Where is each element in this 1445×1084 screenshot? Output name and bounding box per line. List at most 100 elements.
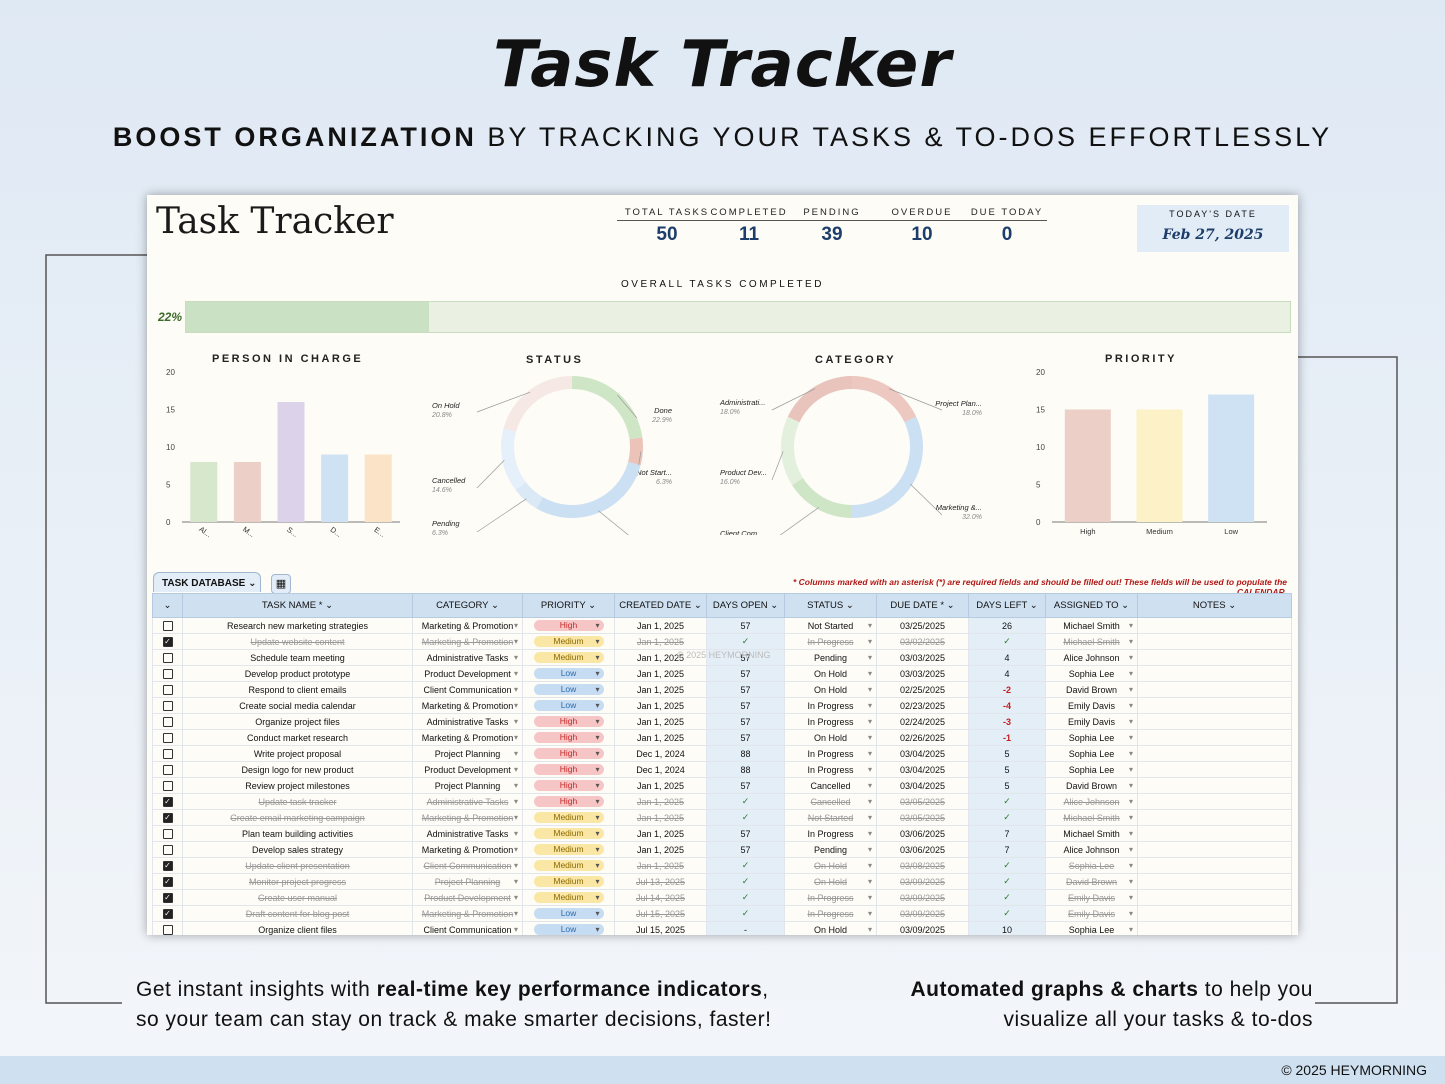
- priority-pill[interactable]: Medium: [533, 636, 604, 647]
- assigned-to-cell[interactable]: Michael Smith: [1045, 809, 1138, 826]
- column-header[interactable]: ASSIGNED TO ⌄: [1045, 593, 1138, 618]
- priority-cell[interactable]: High: [522, 761, 615, 778]
- priority-cell[interactable]: Low: [522, 921, 615, 935]
- task-name-cell[interactable]: Organize client files: [182, 921, 413, 935]
- priority-pill[interactable]: High: [533, 620, 604, 631]
- due-date-cell[interactable]: 03/03/2025: [876, 649, 969, 666]
- priority-pill[interactable]: Medium: [533, 892, 604, 903]
- priority-cell[interactable]: Low: [522, 681, 615, 698]
- due-date-cell[interactable]: 03/08/2025: [876, 857, 969, 874]
- due-date-cell[interactable]: 03/09/2025: [876, 921, 969, 935]
- assigned-to-cell[interactable]: Michael Smith: [1045, 633, 1138, 650]
- category-cell[interactable]: Project Planning: [412, 873, 523, 890]
- category-cell[interactable]: Marketing & Promotion: [412, 809, 523, 826]
- task-checkbox[interactable]: [162, 700, 173, 711]
- checkbox-cell[interactable]: [152, 745, 183, 762]
- created-date-cell[interactable]: Jan 1, 2025: [614, 825, 707, 842]
- notes-cell[interactable]: [1137, 617, 1292, 634]
- assigned-to-cell[interactable]: Emily Davis: [1045, 905, 1138, 922]
- priority-cell[interactable]: High: [522, 777, 615, 794]
- task-name-cell[interactable]: Organize project files: [182, 713, 413, 730]
- task-name-cell[interactable]: Conduct market research: [182, 729, 413, 746]
- status-cell[interactable]: In Progress: [784, 825, 877, 842]
- category-cell[interactable]: Marketing & Promotion: [412, 905, 523, 922]
- task-checkbox[interactable]: [162, 732, 173, 743]
- priority-pill[interactable]: Medium: [533, 652, 604, 663]
- column-header[interactable]: DAYS LEFT ⌄: [968, 593, 1046, 618]
- task-name-cell[interactable]: Create user manual: [182, 889, 413, 906]
- created-date-cell[interactable]: Jan 1, 2025: [614, 633, 707, 650]
- created-date-cell[interactable]: Jan 1, 2025: [614, 777, 707, 794]
- column-header[interactable]: TASK NAME * ⌄: [182, 593, 413, 618]
- status-cell[interactable]: In Progress: [784, 889, 877, 906]
- priority-cell[interactable]: High: [522, 729, 615, 746]
- category-cell[interactable]: Client Communication: [412, 857, 523, 874]
- assigned-to-cell[interactable]: Sophia Lee: [1045, 745, 1138, 762]
- notes-cell[interactable]: [1137, 681, 1292, 698]
- column-header[interactable]: PRIORITY ⌄: [522, 593, 615, 618]
- assigned-to-cell[interactable]: Sophia Lee: [1045, 729, 1138, 746]
- task-checkbox[interactable]: ✓: [162, 860, 173, 871]
- status-cell[interactable]: On Hold: [784, 681, 877, 698]
- category-cell[interactable]: Client Communication: [412, 681, 523, 698]
- notes-cell[interactable]: [1137, 649, 1292, 666]
- task-name-cell[interactable]: Design logo for new product: [182, 761, 413, 778]
- status-cell[interactable]: Not Started: [784, 809, 877, 826]
- task-name-cell[interactable]: Respond to client emails: [182, 681, 413, 698]
- assigned-to-cell[interactable]: David Brown: [1045, 873, 1138, 890]
- category-cell[interactable]: Product Development: [412, 761, 523, 778]
- checkbox-cell[interactable]: ✓: [152, 873, 183, 890]
- notes-cell[interactable]: [1137, 713, 1292, 730]
- priority-pill[interactable]: Medium: [533, 860, 604, 871]
- column-header[interactable]: STATUS ⌄: [784, 593, 877, 618]
- task-checkbox[interactable]: [162, 780, 173, 791]
- checkbox-cell[interactable]: [152, 825, 183, 842]
- table-view-icon[interactable]: ▦: [271, 574, 291, 594]
- created-date-cell[interactable]: Dec 1, 2024: [614, 761, 707, 778]
- assigned-to-cell[interactable]: Emily Davis: [1045, 713, 1138, 730]
- created-date-cell[interactable]: Jul 13, 2025: [614, 873, 707, 890]
- priority-pill[interactable]: Low: [533, 684, 604, 695]
- status-cell[interactable]: In Progress: [784, 713, 877, 730]
- task-checkbox[interactable]: ✓: [162, 908, 173, 919]
- task-name-cell[interactable]: Develop product prototype: [182, 665, 413, 682]
- category-cell[interactable]: Administrative Tasks: [412, 825, 523, 842]
- status-cell[interactable]: On Hold: [784, 873, 877, 890]
- category-cell[interactable]: Product Development: [412, 889, 523, 906]
- status-cell[interactable]: Cancelled: [784, 793, 877, 810]
- priority-pill[interactable]: Medium: [533, 876, 604, 887]
- status-cell[interactable]: On Hold: [784, 857, 877, 874]
- priority-cell[interactable]: Low: [522, 665, 615, 682]
- task-checkbox[interactable]: [162, 748, 173, 759]
- priority-pill[interactable]: Low: [533, 668, 604, 679]
- created-date-cell[interactable]: Jan 1, 2025: [614, 665, 707, 682]
- notes-cell[interactable]: [1137, 889, 1292, 906]
- status-cell[interactable]: Pending: [784, 649, 877, 666]
- priority-cell[interactable]: Medium: [522, 873, 615, 890]
- due-date-cell[interactable]: 02/26/2025: [876, 729, 969, 746]
- checkbox-cell[interactable]: [152, 921, 183, 935]
- checkbox-cell[interactable]: ✓: [152, 857, 183, 874]
- task-name-cell[interactable]: Write project proposal: [182, 745, 413, 762]
- task-checkbox[interactable]: [162, 764, 173, 775]
- notes-cell[interactable]: [1137, 777, 1292, 794]
- notes-cell[interactable]: [1137, 761, 1292, 778]
- category-cell[interactable]: Project Planning: [412, 777, 523, 794]
- task-name-cell[interactable]: Update client presentation: [182, 857, 413, 874]
- task-checkbox[interactable]: [162, 844, 173, 855]
- priority-cell[interactable]: Medium: [522, 857, 615, 874]
- column-header[interactable]: CREATED DATE ⌄: [614, 593, 707, 618]
- priority-pill[interactable]: Low: [533, 700, 604, 711]
- task-checkbox[interactable]: ✓: [162, 812, 173, 823]
- assigned-to-cell[interactable]: Alice Johnson: [1045, 793, 1138, 810]
- task-checkbox[interactable]: [162, 828, 173, 839]
- status-cell[interactable]: Cancelled: [784, 777, 877, 794]
- priority-cell[interactable]: High: [522, 745, 615, 762]
- priority-pill[interactable]: Low: [533, 924, 604, 935]
- assigned-to-cell[interactable]: Sophia Lee: [1045, 665, 1138, 682]
- created-date-cell[interactable]: Jan 1, 2025: [614, 793, 707, 810]
- created-date-cell[interactable]: Jan 1, 2025: [614, 841, 707, 858]
- created-date-cell[interactable]: Jan 1, 2025: [614, 713, 707, 730]
- column-header[interactable]: CATEGORY ⌄: [412, 593, 523, 618]
- assigned-to-cell[interactable]: David Brown: [1045, 681, 1138, 698]
